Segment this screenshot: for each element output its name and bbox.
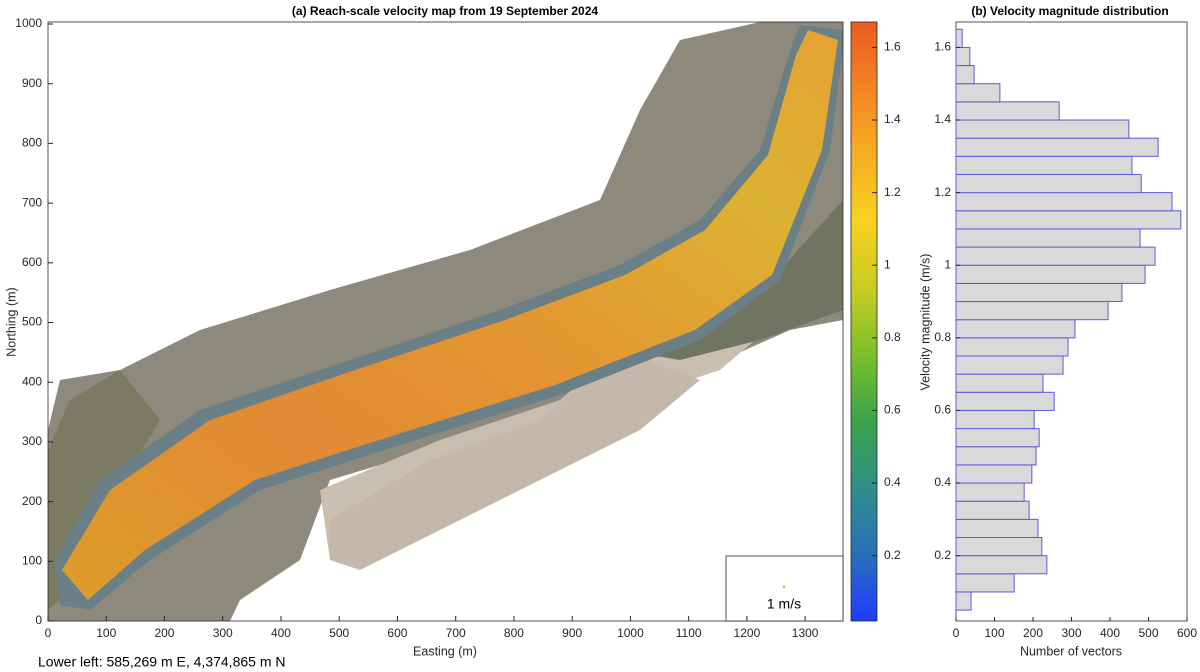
x-tick-label: 100 <box>96 626 116 640</box>
y-tick-label: 500 <box>22 315 42 329</box>
x-tick-label: 800 <box>504 626 524 640</box>
bar <box>955 46 971 67</box>
colorbar-tick-label: 0.6 <box>884 403 901 417</box>
hist-title: (b) Velocity magnitude distribution <box>971 4 1168 18</box>
bar <box>955 264 1146 284</box>
bar <box>955 137 1159 157</box>
colorbar-tick-label: 0.4 <box>884 475 901 489</box>
y-tick-label: 100 <box>22 553 42 567</box>
y-tick-label: 1.4 <box>934 112 951 126</box>
bar <box>955 428 1040 448</box>
bar <box>955 409 1035 430</box>
y-tick-label: 1.6 <box>934 40 951 54</box>
x-tick-label: 600 <box>1177 626 1197 640</box>
bar <box>955 210 1182 230</box>
colorbar-tick-label: 0.2 <box>884 548 901 562</box>
hist-y-axis-label: Velocity magnitude (m/s) <box>918 254 932 391</box>
x-tick-label: 100 <box>984 626 1004 640</box>
scale-arrow <box>782 585 786 589</box>
y-tick-label: 0.4 <box>934 475 951 489</box>
y-tick-label: 1 <box>944 257 951 271</box>
colorbar-tick-label: 1.2 <box>884 185 901 199</box>
x-tick-label: 400 <box>1100 626 1120 640</box>
bar <box>955 192 1173 212</box>
colorbar-tick-label: 1.6 <box>884 40 901 54</box>
colorbar <box>850 21 878 622</box>
y-tick-label: 0.6 <box>934 403 951 417</box>
bar <box>955 555 1048 575</box>
bar <box>955 319 1076 339</box>
x-tick-label: 200 <box>154 626 174 640</box>
bar <box>955 101 1060 121</box>
y-tick-label: 300 <box>22 434 42 448</box>
y-tick-label: 1000 <box>15 16 42 30</box>
x-tick-label: 0 <box>953 626 960 640</box>
bar <box>955 500 1030 520</box>
x-tick-label: 500 <box>329 626 349 640</box>
y-tick-label: 0.8 <box>934 330 951 344</box>
bar <box>955 337 1069 357</box>
colorbar-tick-label: 1.4 <box>884 112 901 126</box>
y-tick-label: 800 <box>22 136 42 150</box>
y-axis-label: Northing (m) <box>4 287 18 356</box>
bar <box>955 355 1064 375</box>
y-tick-label: 600 <box>22 255 42 269</box>
x-tick-label: 900 <box>562 626 582 640</box>
y-tick-label: 0 <box>35 613 42 627</box>
bar <box>955 282 1123 303</box>
bar <box>955 482 1025 502</box>
map-axes-box <box>47 21 844 622</box>
bar <box>955 446 1037 466</box>
colorbar-tick-label: 0.8 <box>884 330 901 344</box>
x-tick-label: 300 <box>1061 626 1081 640</box>
y-tick-label: 200 <box>22 494 42 508</box>
ortho-image <box>48 22 843 621</box>
x-tick-label: 500 <box>1138 626 1158 640</box>
bar <box>955 391 1055 411</box>
x-tick-label: 1200 <box>734 626 761 640</box>
footnote: Lower left: 585,269 m E, 4,374,865 m N <box>38 654 285 670</box>
x-tick-label: 1100 <box>676 626 702 640</box>
x-tick-label: 0 <box>45 626 52 640</box>
x-tick-label: 600 <box>387 626 407 640</box>
bar <box>955 246 1156 266</box>
y-tick-label: 900 <box>22 76 42 90</box>
hist-x-axis-label: Number of vectors <box>1020 644 1122 658</box>
x-tick-label: 200 <box>1023 626 1043 640</box>
bar <box>955 518 1039 539</box>
bar <box>955 228 1141 248</box>
bar <box>955 83 1001 103</box>
x-tick-label: 700 <box>446 626 466 640</box>
bar <box>955 591 972 611</box>
bar <box>955 301 1109 321</box>
map-title: (a) Reach-scale velocity map from 19 Sep… <box>292 4 598 18</box>
bar <box>955 173 1142 194</box>
scale-label: 1 m/s <box>767 596 801 612</box>
colorbar-tick-label: 1 <box>884 257 891 271</box>
y-tick-label: 400 <box>22 374 42 388</box>
bar <box>955 119 1130 139</box>
y-tick-label: 0.2 <box>934 548 951 562</box>
x-tick-label: 1000 <box>617 626 644 640</box>
x-axis-label: Easting (m) <box>413 644 477 658</box>
bar <box>955 573 1015 593</box>
bar <box>955 65 975 85</box>
bar <box>955 155 1133 175</box>
bar <box>955 464 1033 484</box>
bar <box>955 537 1043 557</box>
x-tick-label: 1300 <box>792 626 819 640</box>
y-tick-label: 700 <box>22 195 42 209</box>
scale-box <box>725 555 844 622</box>
x-tick-label: 400 <box>271 626 291 640</box>
bar <box>955 373 1044 393</box>
y-tick-label: 1.2 <box>934 185 951 199</box>
x-tick-label: 300 <box>213 626 233 640</box>
bar <box>955 28 963 48</box>
